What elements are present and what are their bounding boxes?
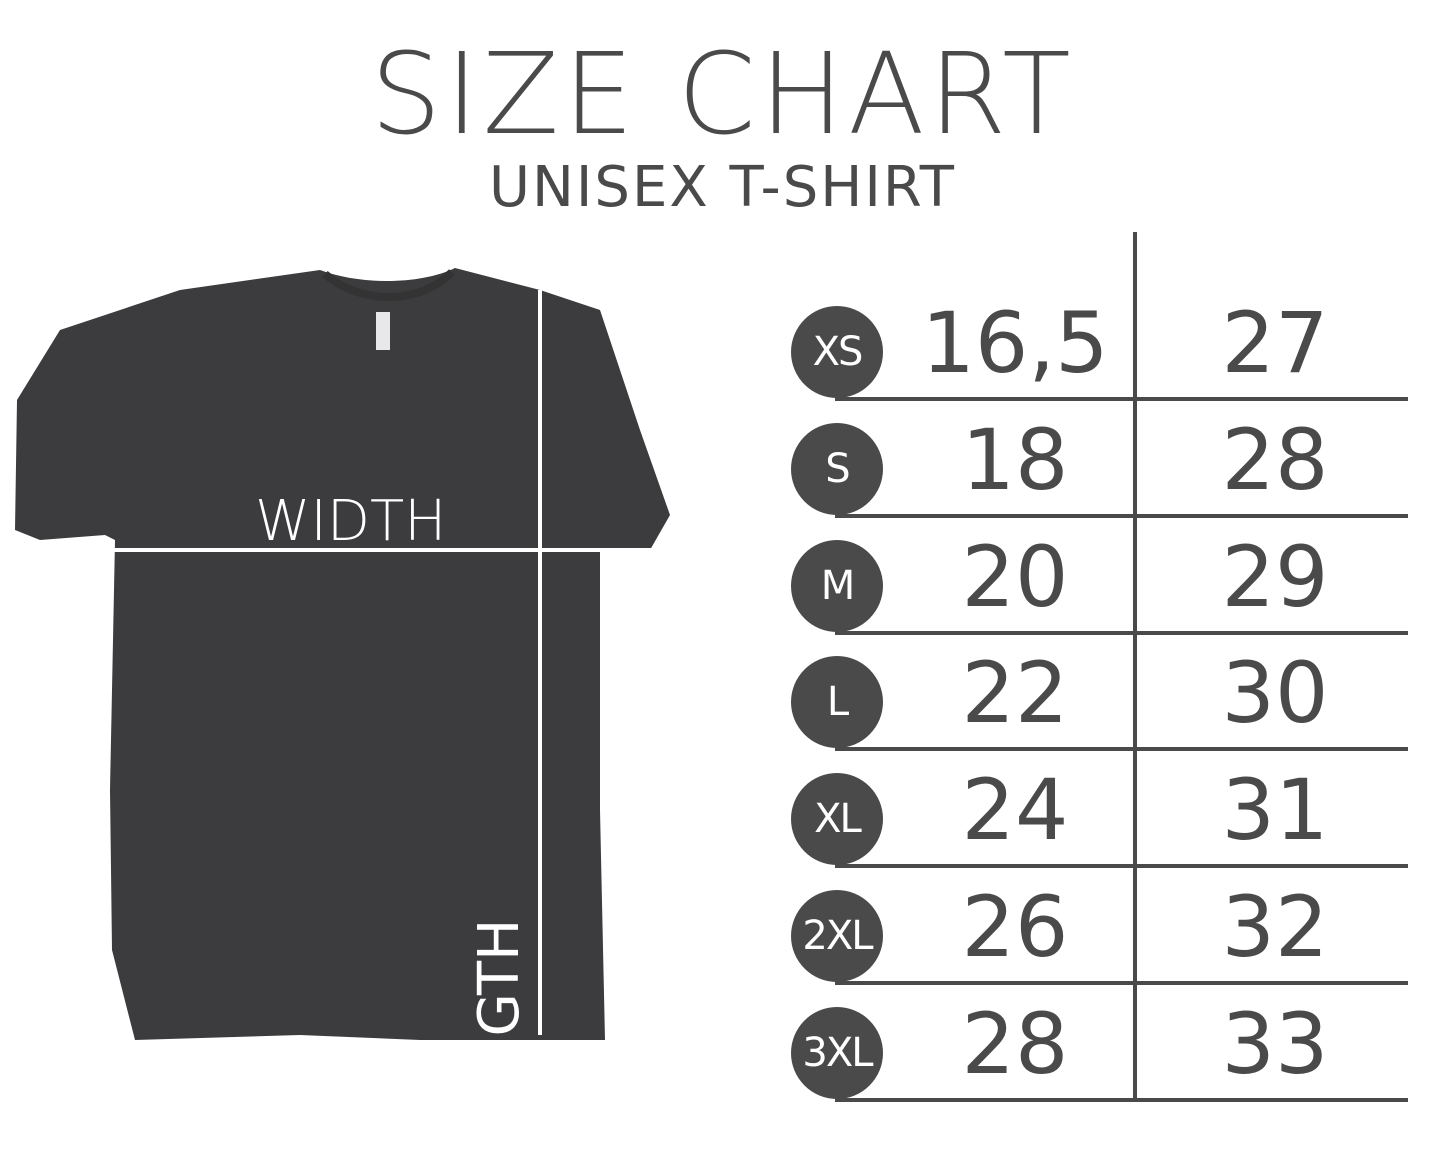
length-label: LENGTH <box>467 919 532 1070</box>
width-value: 20 <box>961 527 1069 626</box>
width-value: 28 <box>961 994 1069 1093</box>
length-value: 32 <box>1221 878 1329 976</box>
size-badge: 3XL <box>791 1006 883 1099</box>
column-divider <box>1133 232 1137 1100</box>
row-divider <box>835 981 1408 985</box>
row-divider <box>835 513 1408 518</box>
size-badge: M <box>791 539 883 632</box>
page-subtitle: UNISEX T-SHIRT <box>489 155 956 220</box>
width-value: 16,5 <box>921 294 1109 392</box>
length-value: 27 <box>1221 294 1329 392</box>
width-value: 22 <box>961 644 1069 743</box>
width-value: 26 <box>961 878 1069 976</box>
size-row: S 18 28 <box>0 401 1445 518</box>
row-divider <box>835 630 1408 635</box>
size-row: XL 24 31 <box>0 751 1445 869</box>
tshirt-image: WIDTH LENGTH <box>15 268 670 1070</box>
size-badge: 2XL <box>791 890 883 982</box>
length-value: 30 <box>1221 644 1329 743</box>
row-divider <box>835 864 1408 869</box>
width-value: 24 <box>961 761 1069 860</box>
length-value: 33 <box>1221 994 1329 1093</box>
length-value: 31 <box>1221 761 1329 860</box>
size-row: 2XL 26 32 <box>0 868 1445 985</box>
length-guide-line <box>538 290 542 1035</box>
size-badge: XS <box>791 306 883 398</box>
size-row: M 20 29 <box>0 518 1445 635</box>
size-badge: L <box>791 656 883 749</box>
size-row: XS 16,5 27 <box>0 284 1445 401</box>
size-badge: XL <box>791 773 883 866</box>
size-row: L 22 30 <box>0 634 1445 752</box>
neck-label <box>376 312 390 350</box>
page-title: SIZE CHART <box>370 30 1075 160</box>
tshirt-collar <box>322 269 455 301</box>
width-guide-line <box>112 548 670 552</box>
size-row: 3XL 28 33 <box>0 985 1445 1102</box>
width-value: 18 <box>961 410 1069 509</box>
width-label: WIDTH <box>255 489 446 554</box>
row-divider <box>835 747 1408 752</box>
size-badge: S <box>791 422 883 515</box>
length-value: 29 <box>1221 527 1329 626</box>
row-divider <box>835 1097 1408 1102</box>
length-value: 28 <box>1221 410 1329 509</box>
tshirt-body <box>15 268 670 1040</box>
row-divider <box>835 397 1408 401</box>
